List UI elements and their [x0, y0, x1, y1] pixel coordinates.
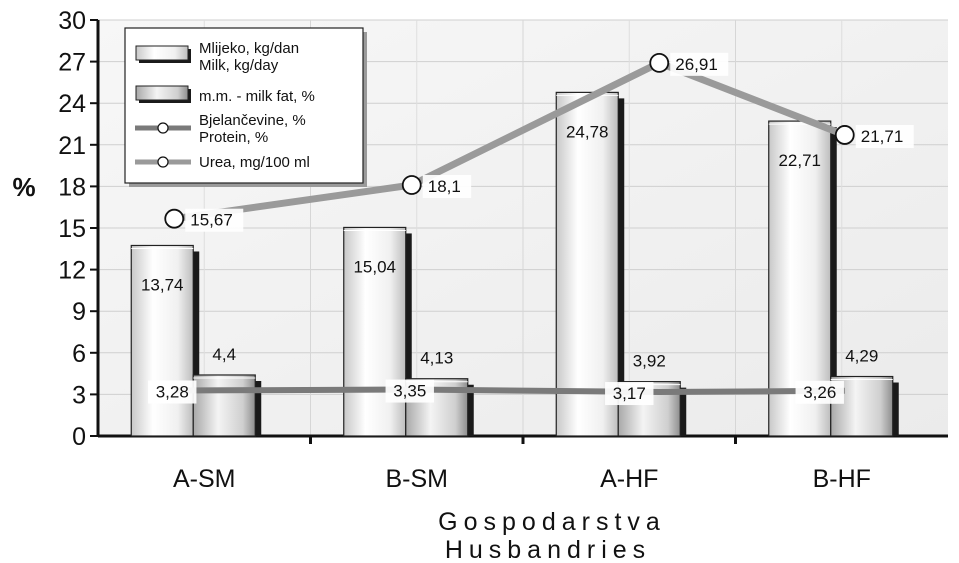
- line-point: [164, 208, 185, 229]
- data-label-bg: [385, 379, 434, 403]
- legend-label: Protein, %: [199, 129, 268, 146]
- bar-data-label: 22,71: [778, 151, 821, 170]
- data-label-bg: [855, 124, 914, 148]
- legend-label: Mlijeko, kg/dan: [199, 40, 299, 57]
- legend-label: Milk, kg/day: [199, 57, 279, 74]
- legend-label: m.m. - milk fat, %: [199, 88, 315, 105]
- bar: [130, 244, 194, 437]
- x-tick-label: B-SM: [386, 465, 449, 493]
- data-label-bg: [185, 208, 244, 232]
- y-tick-label: 27: [58, 49, 86, 77]
- data-label-bg: [605, 382, 654, 406]
- line-data-label: 18,1: [428, 177, 461, 196]
- data-label-bg: [795, 380, 844, 404]
- y-axis-label: %: [12, 172, 35, 202]
- bar: [192, 374, 256, 437]
- bar-data-label: 4,13: [420, 349, 453, 368]
- series-line: [173, 59, 847, 223]
- x-tick-label: A-SM: [173, 465, 236, 493]
- y-tick-label: 18: [58, 173, 86, 201]
- legend-swatch: [135, 85, 189, 101]
- y-tick-label: 3: [72, 381, 86, 409]
- lines: [164, 52, 855, 396]
- x-axis-label-line1: Gospodarstva: [438, 508, 666, 536]
- line-point: [649, 52, 670, 73]
- y-tick-label: 15: [58, 215, 86, 243]
- y-tick-label: 0: [72, 423, 86, 451]
- line-data-label: 21,71: [861, 127, 904, 146]
- bar: [555, 91, 619, 437]
- y-tick-label: 21: [58, 132, 86, 160]
- bar-data-label: 13,74: [141, 275, 184, 294]
- legend-swatch: [135, 45, 189, 61]
- bar-data-label: 4,29: [845, 347, 878, 366]
- line-point: [834, 125, 855, 145]
- legend-label: Urea, mg/100 ml: [199, 154, 310, 171]
- bar-data-label: 15,04: [353, 257, 396, 276]
- y-tick-label: 30: [58, 7, 86, 35]
- line-data-label: 3,28: [156, 383, 189, 402]
- data-labels: 13,74 15,04 24,78 22,71 4,4 4,13 3,92 4,29 3,28 3…: [141, 52, 914, 406]
- y-tick-label: 24: [58, 90, 86, 118]
- data-label-bg: [422, 175, 472, 199]
- bar-data-label: 3,92: [633, 352, 666, 371]
- line-data-label: 3,17: [613, 384, 646, 403]
- line-point: [401, 175, 422, 195]
- data-label-bg: [148, 380, 197, 404]
- series-line: [174, 386, 845, 396]
- axes: 0 3 6 9 12 15 18 21 24 27 30 A-SM B-SM A-HF B-HF: [58, 7, 948, 493]
- legend-swatch-marker: [157, 122, 169, 134]
- line-data-label: 3,35: [393, 382, 426, 401]
- legend-swatch-marker: [157, 156, 169, 168]
- y-tick-label: 6: [72, 340, 86, 368]
- line-data-label: 26,91: [675, 55, 718, 74]
- line-data-label: 3,26: [803, 383, 836, 402]
- bar-data-label: 24,78: [566, 122, 609, 141]
- x-tick-label: B-HF: [813, 465, 871, 493]
- bars: [130, 91, 899, 437]
- line-data-label: 15,67: [190, 211, 233, 230]
- y-tick-label: 9: [72, 298, 86, 326]
- x-axis-label-line2: Husbandries: [445, 536, 651, 563]
- data-label-bg: [670, 52, 729, 76]
- y-tick-label: 12: [58, 257, 86, 285]
- legend-label: Bjelančevine, %: [199, 112, 306, 129]
- x-tick-label: A-HF: [600, 465, 658, 493]
- bar-data-label: 4,4: [212, 345, 236, 364]
